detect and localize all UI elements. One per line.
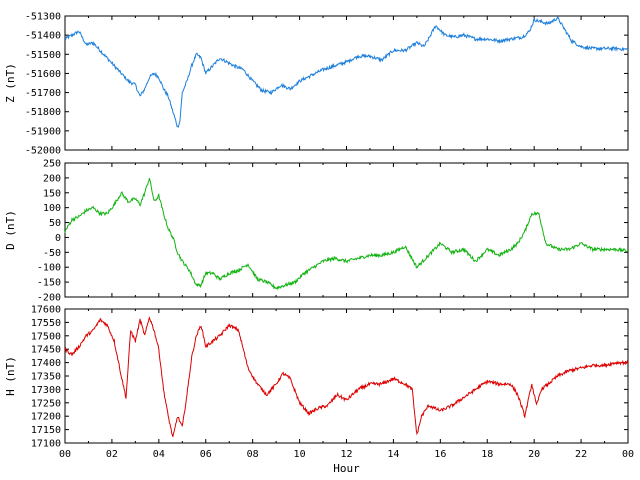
x-tick-label: 20 [528,449,540,460]
y-axis-label: D (nT) [4,210,17,250]
y-tick-label: 0 [55,233,61,244]
series-line [64,177,629,291]
y-tick-label: 250 [43,159,61,170]
x-axis-label: Hour [333,462,360,475]
y-tick-label: -200 [37,293,61,304]
y-tick-label: -52000 [25,146,61,157]
y-tick-label: -100 [37,263,61,274]
x-tick-label: 18 [481,449,493,460]
y-axis-label: Z (nT) [4,63,17,103]
y-tick-label: 17300 [31,385,61,396]
y-tick-label: 17200 [31,412,61,423]
y-tick-label: 150 [43,188,61,199]
y-tick-label: 17600 [31,305,61,316]
y-tick-label: 17500 [31,331,61,342]
y-tick-label: 17400 [31,358,61,369]
x-tick-label: 00 [59,449,71,460]
y-tick-label: 100 [43,203,61,214]
x-tick-label: 14 [387,449,399,460]
y-tick-label: 17250 [31,398,61,409]
y-tick-label: -51700 [25,88,61,99]
plot-frame [64,162,629,298]
x-tick-label: 02 [106,449,118,460]
y-tick-label: -51500 [25,50,61,61]
y-tick-label: -51900 [25,126,61,137]
y-axis-label: H (nT) [4,356,17,396]
x-tick-label: 04 [153,449,165,460]
x-tick-label: 06 [200,449,212,460]
y-tick-label: 17150 [31,425,61,436]
y-tick-label: 17350 [31,372,61,383]
x-tick-label: 22 [575,449,587,460]
x-tick-label: 08 [247,449,259,460]
y-tick-label: 50 [49,218,61,229]
y-tick-label: -51300 [25,12,61,23]
y-tick-label: -51400 [25,31,61,42]
plot-frame [64,15,629,151]
y-tick-label: -50 [43,248,61,259]
panel-1: 250 200 150 100 50 0 -50 -100 -150 -200 D (nT) [4,159,629,304]
y-tick-label: 17100 [31,439,61,450]
panel-2: 17600 17550 17500 17450 17400 17350 17300 17250… [4,305,634,476]
y-tick-label: 17450 [31,345,61,356]
x-tick-label: 10 [294,449,306,460]
x-tick-label: 00 [622,449,634,460]
series-line [64,316,629,437]
series-line [64,14,629,129]
y-tick-label: -51800 [25,107,61,118]
y-tick-label: 200 [43,173,61,184]
y-tick-label: -150 [37,278,61,289]
x-tick-label: 16 [434,449,446,460]
plot-frame [64,308,629,444]
x-tick-label: 12 [340,449,352,460]
y-tick-label: -51600 [25,69,61,80]
y-tick-label: 17550 [31,318,61,329]
panel-0: -51300 -51400 -51500 -51600 -51700 -51800 -519… [4,12,629,157]
